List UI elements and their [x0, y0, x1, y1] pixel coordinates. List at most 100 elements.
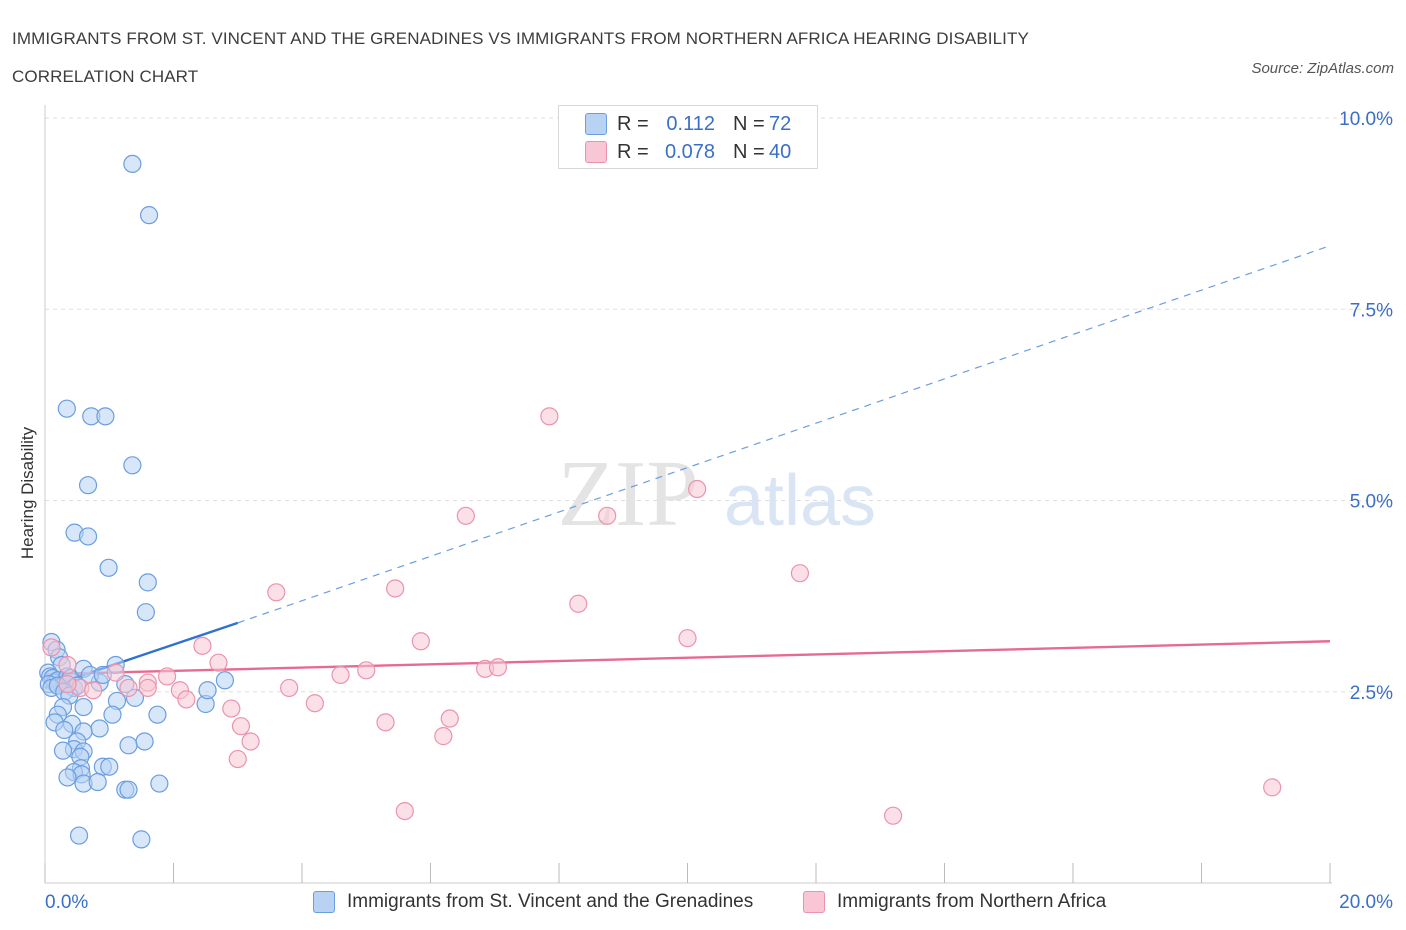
y-tick-label: 10.0%	[1339, 109, 1393, 130]
point-northern-africa	[157, 667, 177, 686]
point-st-vincent	[119, 780, 138, 799]
point-northern-africa	[488, 658, 508, 677]
point-st-vincent	[138, 573, 157, 592]
point-st-vincent	[215, 671, 234, 690]
correlation-legend: R = 0.112 N = 72 R = 0.078 N = 40	[558, 105, 818, 169]
point-northern-africa	[280, 678, 299, 698]
legend-swatch-pink	[585, 141, 607, 163]
y-tick-label: 5.0%	[1350, 492, 1393, 513]
point-st-vincent	[100, 757, 119, 776]
legend-r-label: R =	[617, 140, 649, 163]
point-northern-africa	[357, 661, 376, 680]
legend-n-label: N =	[733, 112, 765, 135]
point-northern-africa	[440, 709, 459, 728]
point-st-vincent	[103, 705, 122, 724]
point-northern-africa	[267, 583, 286, 602]
bottom-legend-swatch-pink	[803, 891, 825, 913]
trendline-st-vincent-dashed	[237, 245, 1331, 624]
point-st-vincent	[135, 732, 154, 751]
watermark: ZIP atlas	[558, 442, 877, 546]
tick-labels: 2.5% 5.0% 7.5% 10.0% 0.0% 20.0%	[45, 109, 1393, 913]
watermark-zip: ZIP	[558, 442, 699, 546]
trendline-northern-africa	[44, 640, 1331, 676]
point-st-vincent	[96, 407, 115, 426]
legend-r-label: R =	[617, 112, 649, 135]
x-tick-label: 0.0%	[45, 892, 88, 913]
point-northern-africa	[883, 806, 903, 825]
legend-r-value: 0.078	[664, 140, 715, 163]
point-northern-africa	[193, 636, 212, 655]
point-northern-africa	[540, 407, 559, 426]
legend-n-label: N =	[733, 140, 765, 163]
point-northern-africa	[106, 663, 125, 682]
watermark-atlas: atlas	[724, 461, 876, 541]
bottom-legend-label-blue: Immigrants from St. Vincent and the Gren…	[347, 891, 754, 912]
y-tick-label: 2.5%	[1350, 683, 1393, 704]
point-northern-africa	[688, 479, 707, 499]
bottom-legend-item-blue: Immigrants from St. Vincent and the Gren…	[313, 888, 753, 916]
point-northern-africa	[598, 506, 617, 525]
point-st-vincent	[78, 527, 98, 546]
bottom-legend-item-pink: Immigrants from Northern Africa	[803, 888, 1106, 916]
point-st-vincent	[88, 772, 107, 792]
data-points	[39, 154, 1282, 849]
bottom-legend-label-pink: Immigrants from Northern Africa	[837, 891, 1107, 912]
legend-r-value: 0.112	[666, 112, 715, 135]
point-northern-africa	[411, 632, 430, 651]
source-label: Source: ZipAtlas.com	[1251, 60, 1394, 77]
point-northern-africa	[395, 801, 414, 821]
point-st-vincent	[58, 768, 77, 787]
point-northern-africa	[138, 678, 157, 698]
point-st-vincent	[119, 736, 138, 755]
point-northern-africa	[376, 713, 395, 732]
point-st-vincent	[148, 705, 167, 724]
point-northern-africa	[305, 694, 324, 713]
y-tick-label: 7.5%	[1350, 300, 1393, 321]
point-st-vincent	[55, 720, 74, 740]
x-tick-label: 20.0%	[1339, 892, 1393, 913]
point-st-vincent	[90, 719, 109, 738]
point-st-vincent	[132, 830, 151, 849]
legend-swatch-blue	[585, 113, 607, 135]
point-northern-africa	[222, 699, 241, 718]
legend-n-value: 40	[769, 140, 792, 163]
legend-row-blue: R = 0.112 N = 72	[585, 111, 791, 137]
grid-lines	[45, 117, 1392, 693]
point-northern-africa	[1263, 778, 1282, 797]
chart-title: IMMIGRANTS FROM ST. VINCENT AND THE GREN…	[12, 20, 1029, 96]
point-northern-africa	[456, 506, 475, 525]
point-st-vincent	[150, 774, 169, 793]
chart-title-line2: CORRELATION CHART	[12, 67, 199, 86]
point-northern-africa	[84, 681, 103, 700]
point-st-vincent	[74, 697, 93, 717]
legend-row-pink: R = 0.078 N = 40	[585, 139, 791, 165]
point-northern-africa	[58, 674, 77, 694]
point-northern-africa	[434, 727, 453, 746]
point-northern-africa	[569, 594, 588, 613]
legend-n-value: 72	[769, 112, 792, 135]
point-northern-africa	[331, 665, 350, 685]
point-st-vincent	[198, 681, 217, 700]
point-northern-africa	[177, 690, 196, 709]
point-northern-africa	[386, 579, 405, 598]
point-st-vincent	[123, 154, 142, 173]
point-northern-africa	[209, 653, 228, 672]
axes	[44, 105, 1332, 884]
point-northern-africa	[231, 717, 251, 736]
point-st-vincent	[53, 741, 73, 760]
point-st-vincent	[139, 206, 159, 225]
point-northern-africa	[58, 655, 77, 675]
point-st-vincent	[99, 558, 118, 577]
point-northern-africa	[119, 678, 138, 698]
chart-title-line1: IMMIGRANTS FROM ST. VINCENT AND THE GREN…	[12, 29, 1029, 48]
y-axis-label: Hearing Disability	[18, 426, 37, 560]
bottom-legend-swatch-blue	[313, 891, 335, 913]
point-northern-africa	[228, 749, 247, 769]
point-st-vincent	[78, 476, 98, 495]
point-st-vincent	[136, 603, 155, 622]
point-northern-africa	[42, 638, 61, 657]
point-northern-africa	[790, 564, 810, 583]
point-st-vincent	[57, 399, 76, 418]
point-st-vincent	[123, 456, 142, 475]
